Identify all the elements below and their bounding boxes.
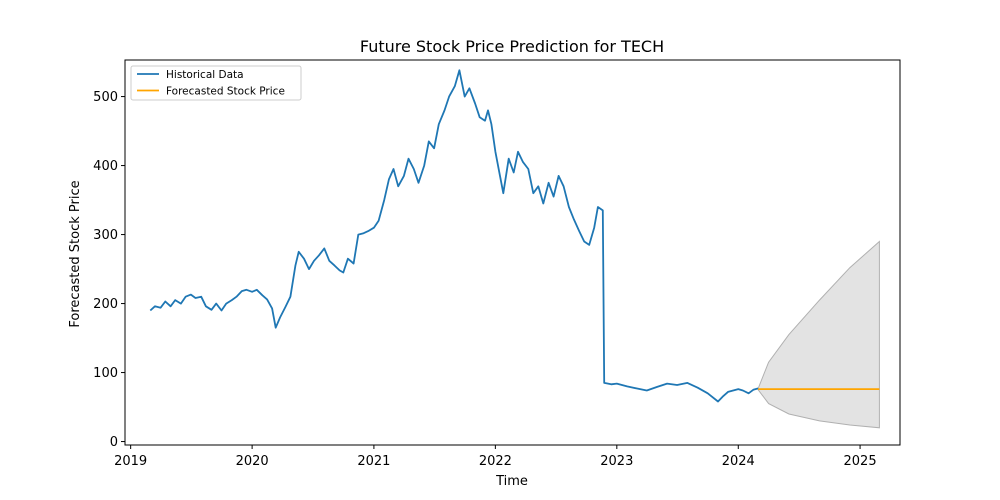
x-axis: 2019 2020 2021 2022 2023 2024 2025 (114, 445, 877, 469)
x-tick-label: 2019 (114, 454, 147, 469)
y-tick-label: 0 (110, 435, 118, 450)
x-tick-label: 2020 (236, 454, 269, 469)
legend-entry-label: Forecasted Stock Price (166, 85, 285, 97)
x-tick-label: 2025 (844, 454, 877, 469)
plot-area (149, 69, 880, 429)
chart-title: Future Stock Price Prediction for TECH (360, 37, 664, 56)
y-axis-label: Forecasted Stock Price (68, 180, 83, 327)
confidence-band (757, 240, 880, 429)
legend: Historical Data Forecasted Stock Price (130, 65, 302, 101)
x-tick-label: 2023 (600, 454, 633, 469)
y-axis: 0 100 200 300 400 500 (93, 90, 125, 450)
y-tick-label: 200 (93, 297, 118, 312)
y-tick-label: 500 (93, 90, 118, 105)
x-tick-label: 2024 (722, 454, 755, 469)
y-tick-label: 400 (93, 159, 118, 174)
x-axis-label: Time (495, 474, 528, 489)
y-tick-label: 300 (93, 228, 118, 243)
x-tick-label: 2022 (479, 454, 512, 469)
legend-entry-label: Historical Data (166, 69, 244, 81)
x-tick-label: 2021 (357, 454, 390, 469)
plot-frame (124, 59, 901, 446)
legend-box (130, 65, 302, 101)
y-tick-label: 100 (93, 366, 118, 381)
historical-data-line (149, 69, 759, 403)
